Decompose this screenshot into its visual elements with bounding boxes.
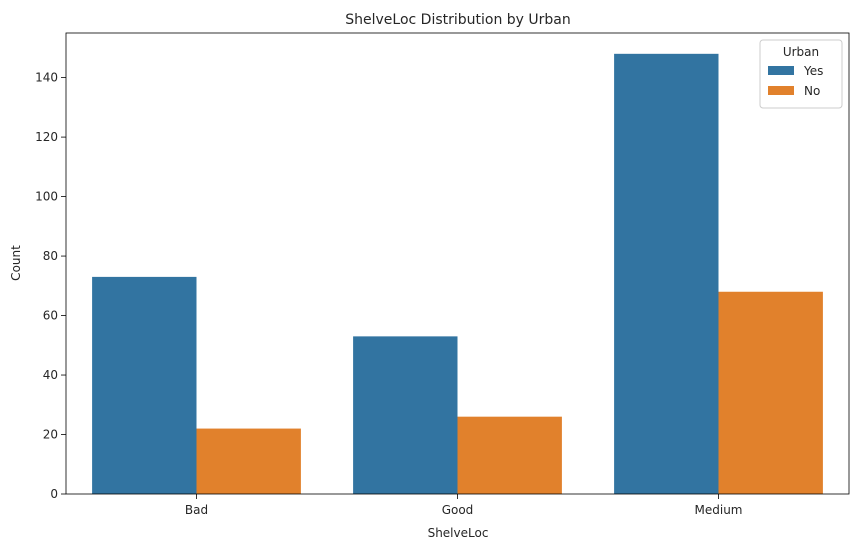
x-tick-label: Bad xyxy=(185,503,208,517)
x-axis-title: ShelveLoc xyxy=(428,526,489,540)
y-tick-label: 80 xyxy=(43,249,58,263)
chart-title: ShelveLoc Distribution by Urban xyxy=(345,12,571,28)
y-tick-label: 40 xyxy=(43,368,58,382)
bars-group xyxy=(92,53,823,494)
bar-yes-medium xyxy=(614,53,719,494)
y-axis-title: Count xyxy=(9,245,23,281)
bar-no-bad xyxy=(196,428,301,494)
bar-no-medium xyxy=(718,291,823,494)
y-tick-label: 60 xyxy=(43,309,58,323)
plot-frame xyxy=(65,32,850,495)
legend-swatch-yes xyxy=(768,66,794,75)
bar-yes-good xyxy=(353,336,458,494)
legend-swatch-no xyxy=(768,86,794,95)
y-tick-label: 0 xyxy=(50,487,58,501)
y-tick-label: 100 xyxy=(35,190,58,204)
x-tick-label: Medium xyxy=(695,503,743,517)
x-tick-label: Good xyxy=(442,503,474,517)
legend-label-no: No xyxy=(804,84,820,98)
y-tick-label: 120 xyxy=(35,130,58,144)
bar-no-good xyxy=(457,416,562,494)
x-axis: Bad Good Medium xyxy=(185,494,743,517)
bar-yes-bad xyxy=(92,276,197,494)
legend: Urban Yes No xyxy=(759,39,843,109)
legend-title: Urban xyxy=(783,45,819,59)
y-tick-label: 140 xyxy=(35,71,58,85)
y-tick-label: 20 xyxy=(43,428,58,442)
legend-label-yes: Yes xyxy=(803,64,823,78)
y-axis: 0 20 40 60 80 100 120 140 xyxy=(35,71,66,501)
